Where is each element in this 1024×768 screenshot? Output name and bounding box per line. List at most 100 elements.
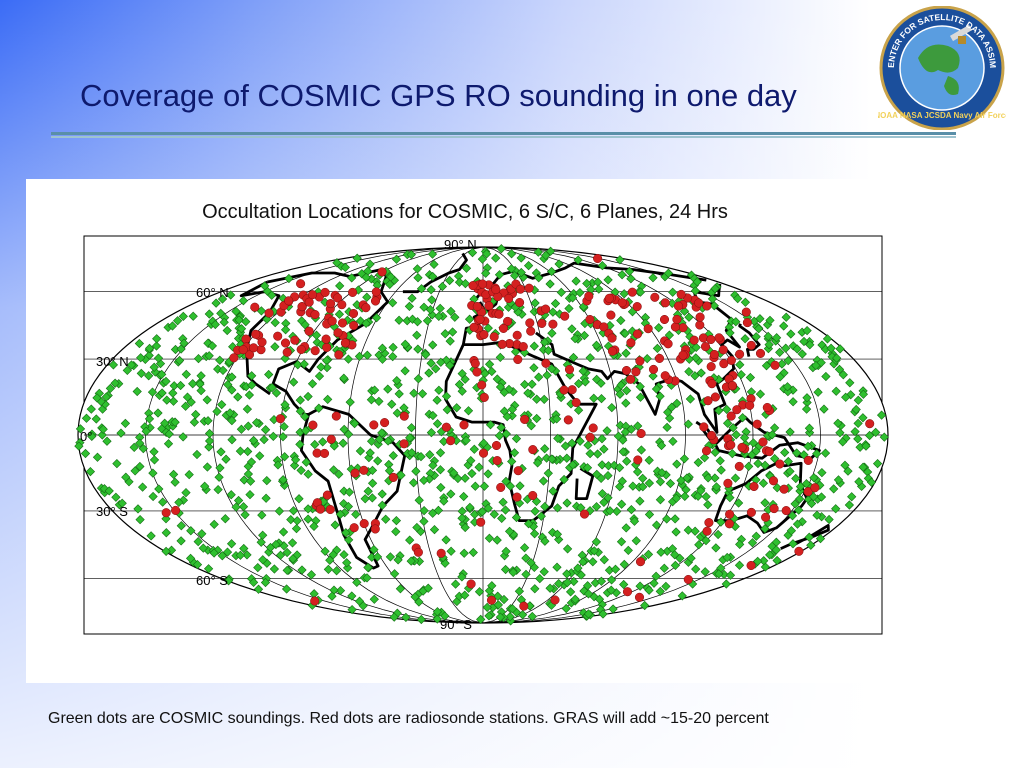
cosmic-sounding-dot (620, 328, 630, 339)
cosmic-sounding-dot (751, 446, 761, 456)
cosmic-sounding-dot (767, 541, 777, 552)
cosmic-sounding-dot (347, 604, 357, 615)
cosmic-sounding-dot (467, 247, 478, 258)
cosmic-sounding-dot (136, 353, 146, 363)
radiosonde-station-dot (310, 309, 320, 320)
cosmic-sounding-dot (186, 526, 196, 536)
cosmic-sounding-dot (598, 609, 608, 619)
radiosonde-station-dot (541, 358, 551, 368)
cosmic-sounding-dot (853, 434, 863, 444)
cosmic-sounding-dot (530, 298, 540, 308)
cosmic-sounding-dot (594, 594, 605, 604)
cosmic-sounding-dot (132, 386, 142, 397)
radiosonde-station-dot (672, 314, 682, 324)
cosmic-sounding-dot (309, 521, 319, 532)
cosmic-sounding-dot (561, 603, 571, 614)
cosmic-sounding-dot (286, 514, 296, 525)
cosmic-sounding-dot (760, 562, 771, 572)
cosmic-sounding-dot (181, 369, 191, 380)
cosmic-sounding-dot (466, 455, 476, 466)
cosmic-sounding-dot (858, 462, 868, 472)
cosmic-sounding-dot (648, 273, 658, 283)
cosmic-sounding-dot (236, 424, 247, 434)
radiosonde-station-dot (726, 440, 736, 450)
radiosonde-station-dot (694, 298, 704, 308)
cosmic-sounding-dot (211, 298, 221, 308)
cosmic-sounding-dot (204, 436, 215, 446)
cosmic-sounding-dot (623, 545, 633, 556)
cosmic-sounding-dot (497, 513, 507, 524)
cosmic-sounding-dot (532, 394, 542, 404)
cosmic-sounding-dot (464, 314, 475, 324)
cosmic-sounding-dot (619, 559, 629, 570)
cosmic-sounding-dot (804, 423, 815, 433)
cosmic-sounding-dot (489, 509, 499, 519)
cosmic-sounding-dot (562, 498, 572, 508)
cosmic-sounding-dot (597, 460, 607, 470)
cosmic-sounding-dot (538, 476, 549, 486)
cosmic-sounding-dot (235, 446, 246, 456)
radiosonde-station-dot (524, 283, 534, 293)
cosmic-sounding-dot (684, 312, 694, 322)
cosmic-sounding-dot (245, 476, 256, 486)
cosmic-sounding-dot (200, 481, 210, 491)
cosmic-sounding-dot (841, 392, 851, 402)
cosmic-sounding-dot (406, 556, 416, 566)
cosmic-sounding-dot (753, 458, 763, 469)
radiosonde-station-dot (304, 326, 314, 336)
cosmic-sounding-dot (597, 260, 608, 271)
radiosonde-station-dot (371, 287, 381, 297)
cosmic-sounding-dot (214, 472, 224, 482)
cosmic-sounding-dot (86, 404, 96, 414)
cosmic-sounding-dot (217, 551, 227, 561)
radiosonde-station-dot (732, 405, 742, 415)
cosmic-sounding-dot (619, 289, 629, 299)
cosmic-sounding-dot (323, 564, 334, 575)
cosmic-sounding-dot (122, 365, 132, 376)
cosmic-sounding-dot (161, 546, 171, 557)
cosmic-sounding-dot (373, 456, 383, 466)
cosmic-sounding-dot (835, 344, 845, 354)
radiosonde-station-dot (746, 340, 756, 350)
radiosonde-station-dot (504, 293, 514, 304)
cosmic-sounding-dot (385, 552, 396, 562)
cosmic-sounding-dot (636, 445, 647, 455)
cosmic-sounding-dot (282, 547, 292, 558)
cosmic-sounding-dot (116, 428, 126, 438)
radiosonde-station-dot (706, 334, 716, 345)
radiosonde-station-dot (719, 359, 729, 369)
cosmic-sounding-dot (412, 522, 422, 533)
cosmic-sounding-dot (253, 584, 264, 594)
cosmic-sounding-dot (711, 482, 722, 492)
cosmic-sounding-dot (295, 439, 305, 450)
cosmic-sounding-dot (691, 342, 701, 353)
radiosonde-station-dot (648, 364, 659, 374)
cosmic-sounding-dot (628, 481, 638, 491)
cosmic-sounding-dot (811, 360, 821, 371)
radiosonde-station-dot (635, 557, 646, 567)
coastline (738, 323, 761, 357)
cosmic-sounding-dot (303, 514, 313, 524)
cosmic-sounding-dot (226, 490, 236, 500)
cosmic-sounding-dot (606, 575, 617, 585)
cosmic-sounding-dot (278, 432, 288, 442)
cosmic-sounding-dot (710, 473, 720, 483)
cosmic-sounding-dot (547, 454, 557, 464)
cosmic-sounding-dot (330, 520, 340, 530)
radiosonde-station-dot (469, 322, 479, 332)
radiosonde-station-dot (494, 309, 504, 319)
radiosonde-station-dot (349, 320, 359, 331)
cosmic-sounding-dot (394, 389, 404, 399)
cosmic-sounding-dot (339, 486, 349, 496)
cosmic-sounding-dot (591, 502, 602, 512)
cosmic-sounding-dot (437, 281, 448, 292)
cosmic-sounding-dot (564, 303, 574, 314)
radiosonde-station-dot (584, 291, 594, 301)
cosmic-sounding-dot (261, 493, 271, 503)
cosmic-sounding-dot (445, 360, 455, 370)
cosmic-sounding-dot (664, 330, 675, 340)
cosmic-sounding-dot (231, 306, 241, 317)
radiosonde-station-dot (764, 447, 774, 457)
cosmic-sounding-dot (463, 406, 474, 416)
cosmic-sounding-dot (662, 514, 672, 524)
